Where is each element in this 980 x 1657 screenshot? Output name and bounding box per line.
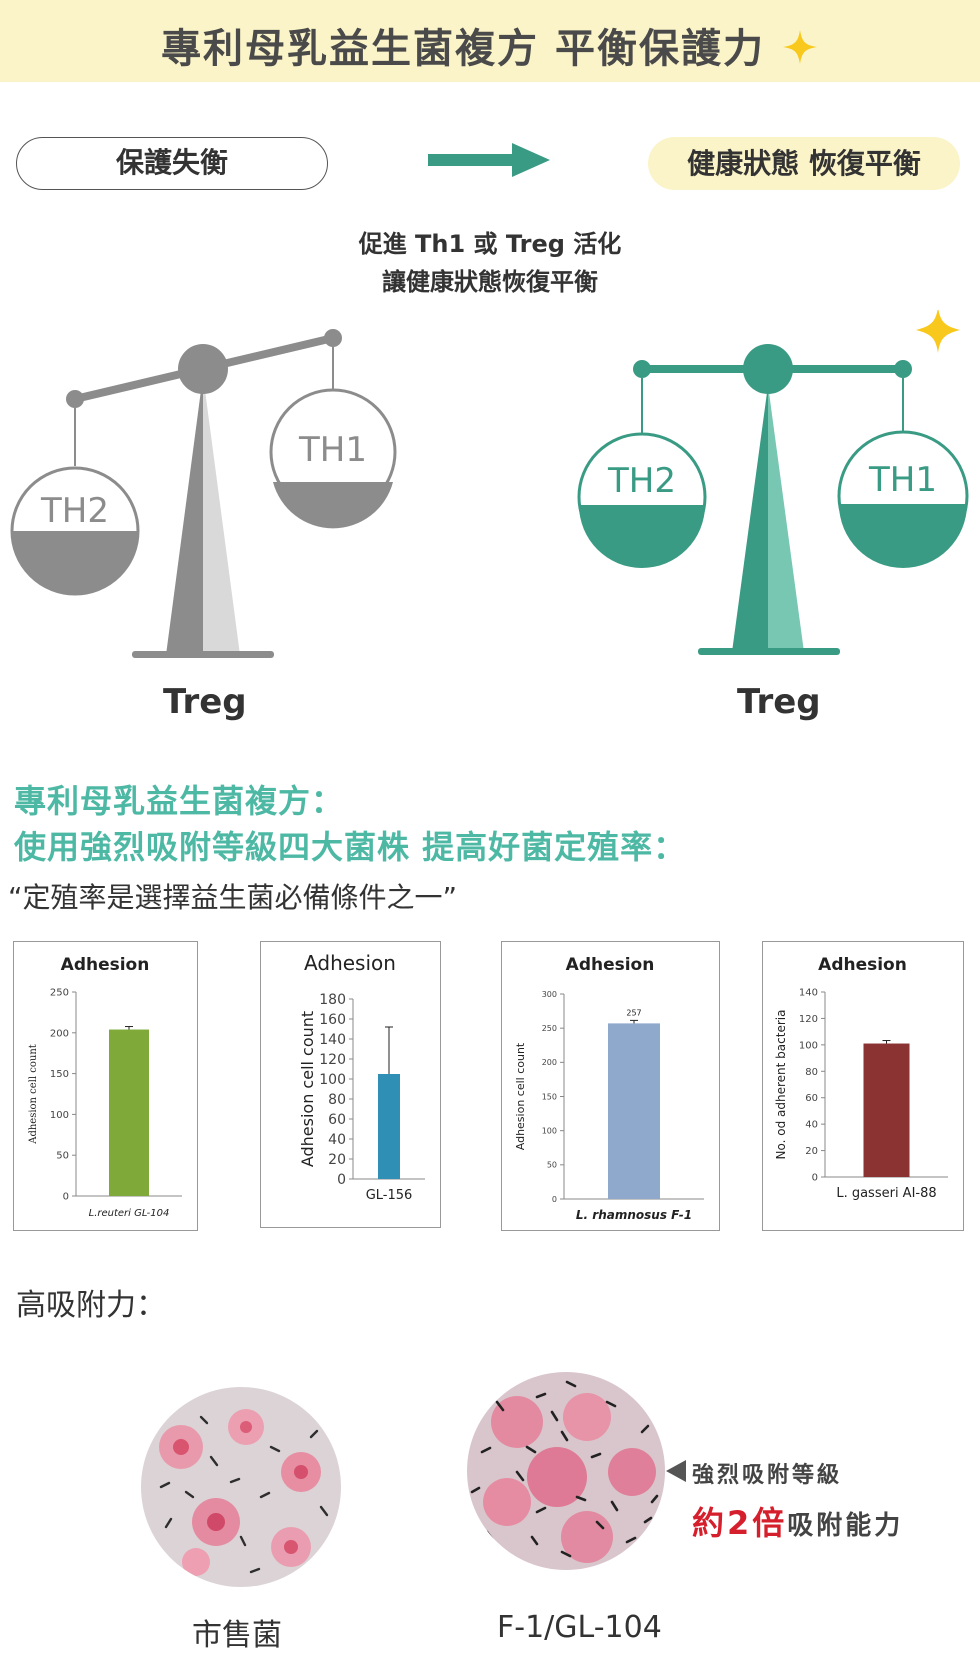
y-tick-label: 140 [799, 988, 818, 999]
y-tick-label: 60 [328, 1112, 346, 1128]
bar [863, 1043, 910, 1177]
balance-scales-illustration: TH2 TH1 TH2 TH1 [10, 310, 969, 658]
y-axis-label: Adhesion cell count [298, 1011, 317, 1167]
quote-text: “定殖率是選擇益生菌必備條件之一” [8, 881, 458, 914]
th1-label-right: TH1 [868, 460, 937, 500]
y-tick-label: 0 [337, 1172, 346, 1188]
y-axis-label: Adhesion cell count [514, 1042, 527, 1150]
chart-svg: Adhesion No. od adherent bacteria 0 20 40 60 8… [774, 955, 948, 1201]
y-axis-label: No. od adherent bacteria [774, 1010, 788, 1160]
x-category-label: L. rhamnosus F-1 [576, 1208, 692, 1222]
y-tick-label: 20 [328, 1152, 346, 1168]
treg-label-left: Treg [163, 682, 247, 722]
y-tick-label: 250 [542, 1024, 557, 1033]
adhesion-chart-ai88: Adhesion No. od adherent bacteria 0 20 40 60 8… [762, 941, 964, 1231]
chart-title: Adhesion [818, 955, 907, 975]
high-adhesion-label: 高吸附力： [16, 1288, 166, 1323]
bar [109, 1029, 149, 1196]
callout-double-adhesion: 約2倍吸附能力 [692, 1498, 903, 1544]
adhesion-chart-gl156: Adhesion Adhesion cell count 0 20 40 60 80 100 1… [260, 941, 441, 1228]
y-tick-label: 50 [56, 1151, 69, 1162]
imbalance-label: 保護失衡 [16, 137, 328, 190]
y-tick-label: 160 [319, 1012, 346, 1028]
description-line-2: 讓健康狀態恢復平衡 [382, 268, 598, 296]
y-tick-label: 150 [50, 1069, 69, 1080]
y-tick-label: 80 [328, 1092, 346, 1108]
y-tick-label: 60 [805, 1093, 818, 1104]
commercial-strain-caption: 市售菌 [192, 1618, 282, 1653]
bar [378, 1074, 400, 1179]
adhesion-chart-f1: Adhesion Adhesion cell count 0 50 100 150 200 2… [501, 941, 720, 1231]
description-line-1: 促進 Th1 或 Treg 活化 [358, 230, 622, 258]
y-tick-label: 100 [50, 1110, 69, 1121]
sparkle-icon [782, 30, 817, 64]
callout-strong-adhesion: 強烈吸附等級 [692, 1463, 843, 1488]
commercial-strain-micrograph [141, 1387, 341, 1587]
pointer-triangle-icon [666, 1460, 686, 1482]
y-tick-label: 140 [319, 1032, 346, 1048]
x-category-label: L. gasseri AI-88 [836, 1186, 936, 1201]
y-tick-label: 120 [799, 1014, 818, 1025]
unbalanced-scale [10, 329, 397, 658]
adhesion-chart-gl104: Adhesion Adhesion cell count 0 50 100 150 200 2… [13, 941, 198, 1231]
section-heading-1: 專利母乳益生菌複方： [14, 782, 345, 820]
x-category-label: GL-156 [366, 1188, 413, 1203]
y-tick-label: 100 [542, 1126, 557, 1135]
y-tick-label: 200 [50, 1028, 69, 1039]
y-tick-label: 50 [547, 1161, 557, 1170]
chart-svg: Adhesion Adhesion cell count 0 50 100 150 200 2… [514, 955, 704, 1222]
y-tick-label: 250 [50, 988, 69, 999]
patented-strain-caption: F-1/GL-104 [497, 1610, 662, 1645]
chart-title: Adhesion [566, 955, 655, 975]
th1-label-left: TH1 [298, 430, 367, 470]
y-tick-label: 120 [319, 1052, 346, 1068]
y-tick-label: 100 [319, 1072, 346, 1088]
data-label: 257 [626, 1008, 641, 1017]
title-banner: 專利母乳益生菌複方 平衡保護力 [0, 0, 980, 82]
sparkle-icon [916, 310, 960, 353]
right-arrow-icon [428, 143, 550, 177]
callout-double-value: 約2倍 [692, 1504, 788, 1542]
balanced-label: 健康狀態 恢復平衡 [648, 137, 960, 190]
y-tick-label: 0 [812, 1173, 818, 1184]
chart-svg: Adhesion Adhesion cell count 0 50 100 150 200 2… [28, 955, 182, 1219]
y-tick-label: 0 [63, 1192, 69, 1203]
y-tick-label: 150 [542, 1092, 557, 1101]
y-tick-label: 80 [805, 1067, 818, 1078]
y-tick-label: 20 [805, 1146, 818, 1157]
th2-label-left: TH2 [40, 491, 109, 531]
y-tick-label: 200 [542, 1058, 557, 1067]
chart-title: Adhesion [61, 955, 150, 975]
y-tick-label: 100 [799, 1040, 818, 1051]
y-tick-label: 40 [805, 1120, 818, 1131]
y-tick-label: 0 [552, 1195, 557, 1204]
banner-title: 專利母乳益生菌複方 平衡保護力 [0, 16, 980, 74]
bar [608, 1023, 660, 1199]
chart-svg: Adhesion Adhesion cell count 0 20 40 60 80 100 1… [298, 951, 425, 1203]
x-category-label: L.reuteri GL-104 [89, 1208, 170, 1219]
treg-label-right: Treg [737, 682, 821, 722]
section-heading-2: 使用強烈吸附等級四大菌株 提高好菌定殖率： [14, 828, 687, 866]
callout-double-text: 吸附能力 [787, 1511, 904, 1541]
th2-label-right: TH2 [607, 461, 676, 501]
y-axis-label: Adhesion cell count [28, 1044, 39, 1145]
y-tick-label: 40 [328, 1132, 346, 1148]
y-tick-label: 180 [319, 992, 346, 1008]
patented-strain-micrograph [467, 1372, 665, 1570]
balanced-scale [577, 344, 969, 655]
y-tick-label: 300 [542, 990, 557, 999]
chart-title: Adhesion [304, 951, 396, 975]
